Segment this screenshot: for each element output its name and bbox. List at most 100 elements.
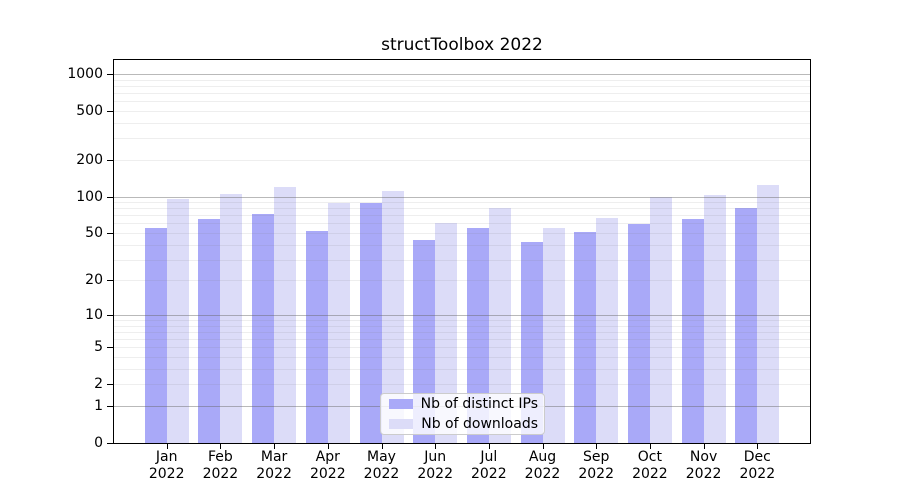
y-tick-mark bbox=[107, 347, 113, 349]
x-tick-label: Dec 2022 bbox=[739, 449, 776, 482]
y-tick-mark bbox=[107, 196, 113, 198]
bar-downloads-sep bbox=[596, 217, 619, 443]
bar-downloads-apr bbox=[327, 203, 350, 443]
x-tick-mark bbox=[649, 444, 651, 449]
x-tick-label: Aug 2022 bbox=[524, 449, 561, 482]
minor-gridline bbox=[113, 368, 811, 370]
x-tick-mark bbox=[435, 444, 437, 449]
y-tick-label: 200 bbox=[76, 151, 103, 168]
major-gridline bbox=[113, 73, 811, 75]
x-tick-label: Jul 2022 bbox=[470, 449, 507, 482]
bar-distinct-ips-jan bbox=[144, 228, 167, 443]
minor-gridline bbox=[113, 85, 811, 87]
legend-swatch-distinct-ips bbox=[389, 399, 413, 409]
x-tick-label: May 2022 bbox=[363, 449, 400, 482]
y-tick-mark bbox=[107, 314, 113, 316]
minor-gridline bbox=[113, 357, 811, 358]
y-tick-mark bbox=[107, 233, 113, 234]
minor-gridline bbox=[113, 159, 811, 161]
x-tick-mark bbox=[542, 444, 544, 449]
x-tick-mark bbox=[220, 444, 222, 449]
x-tick-label: Feb 2022 bbox=[202, 449, 239, 482]
y-tick-label: 100 bbox=[76, 188, 103, 205]
y-tick-label: 500 bbox=[76, 102, 103, 119]
x-tick-label: Apr 2022 bbox=[309, 449, 346, 482]
x-tick-mark bbox=[596, 444, 598, 449]
y-tick-label: 0 bbox=[94, 435, 103, 451]
x-tick-label: Jun 2022 bbox=[417, 449, 453, 482]
legend: Nb of distinct IPs Nb of downloads bbox=[380, 393, 545, 435]
minor-gridline bbox=[113, 347, 811, 349]
legend-label-distinct-ips: Nb of distinct IPs bbox=[420, 396, 538, 412]
minor-gridline bbox=[113, 339, 811, 341]
x-tick-mark bbox=[381, 444, 383, 449]
x-tick-mark bbox=[703, 444, 705, 449]
x-tick-mark bbox=[488, 444, 490, 449]
minor-gridline bbox=[113, 325, 811, 327]
x-tick-label: Mar 2022 bbox=[256, 449, 292, 482]
bar-distinct-ips-mar bbox=[252, 213, 275, 443]
y-tick-mark bbox=[107, 384, 113, 386]
bar-downloads-oct bbox=[649, 196, 672, 443]
minor-gridline bbox=[113, 138, 811, 140]
bar-distinct-ips-aug bbox=[520, 242, 543, 443]
bar-distinct-ips-jun bbox=[413, 239, 436, 443]
minor-gridline bbox=[113, 233, 811, 234]
legend-row-downloads: Nb of downloads bbox=[387, 416, 538, 432]
minor-gridline bbox=[113, 280, 811, 282]
legend-swatch-downloads bbox=[389, 419, 413, 429]
x-tick-label: Jan 2022 bbox=[148, 449, 185, 482]
minor-gridline bbox=[113, 79, 811, 81]
bar-downloads-feb bbox=[220, 194, 243, 443]
bar-downloads-may bbox=[381, 190, 404, 443]
legend-row-distinct-ips: Nb of distinct IPs bbox=[387, 396, 538, 412]
y-tick-mark bbox=[107, 159, 113, 161]
y-tick-label: 20 bbox=[85, 272, 103, 289]
y-tick-label: 1000 bbox=[67, 65, 103, 82]
bar-downloads-mar bbox=[274, 186, 297, 443]
bar-distinct-ips-sep bbox=[574, 231, 597, 443]
y-tick-label: 50 bbox=[85, 225, 103, 241]
x-tick-label: Oct 2022 bbox=[632, 449, 668, 482]
minor-gridline bbox=[113, 215, 811, 217]
minor-gridline bbox=[113, 208, 811, 210]
y-tick-label: 2 bbox=[94, 376, 103, 393]
y-tick-label: 1 bbox=[94, 398, 103, 414]
x-tick-label: Nov 2022 bbox=[685, 449, 722, 482]
minor-gridline bbox=[113, 122, 811, 124]
bar-downloads-aug bbox=[542, 228, 565, 443]
bar-distinct-ips-feb bbox=[198, 219, 221, 443]
minor-gridline bbox=[113, 320, 811, 321]
x-tick-mark bbox=[274, 444, 276, 449]
minor-gridline bbox=[113, 93, 811, 94]
y-tick-label: 5 bbox=[94, 339, 103, 356]
bar-distinct-ips-oct bbox=[627, 224, 650, 443]
bar-downloads-nov bbox=[703, 194, 726, 443]
bar-distinct-ips-nov bbox=[681, 219, 704, 443]
bar-distinct-ips-dec bbox=[735, 208, 758, 443]
major-gridline bbox=[113, 196, 811, 198]
y-tick-mark bbox=[107, 406, 113, 407]
legend-label-downloads: Nb of downloads bbox=[421, 416, 538, 432]
y-tick-label: 10 bbox=[85, 306, 103, 323]
bar-downloads-jun bbox=[435, 223, 458, 443]
minor-gridline bbox=[113, 259, 811, 261]
x-tick-label: Sep 2022 bbox=[578, 449, 614, 482]
x-tick-mark bbox=[327, 444, 329, 449]
bar-downloads-dec bbox=[757, 184, 780, 443]
x-tick-mark bbox=[757, 444, 759, 449]
chart-title: structToolbox 2022 bbox=[381, 35, 543, 55]
minor-gridline bbox=[113, 223, 811, 225]
y-tick-mark bbox=[107, 73, 113, 75]
minor-gridline bbox=[113, 110, 811, 112]
minor-gridline bbox=[113, 331, 811, 333]
major-gridline bbox=[113, 314, 811, 316]
y-tick-mark bbox=[107, 443, 113, 444]
y-tick-mark bbox=[107, 110, 113, 112]
bar-downloads-jul bbox=[488, 207, 511, 443]
x-tick-mark bbox=[166, 444, 168, 449]
y-tick-mark bbox=[107, 280, 113, 282]
minor-gridline bbox=[113, 384, 811, 386]
bar-distinct-ips-jul bbox=[466, 228, 489, 443]
